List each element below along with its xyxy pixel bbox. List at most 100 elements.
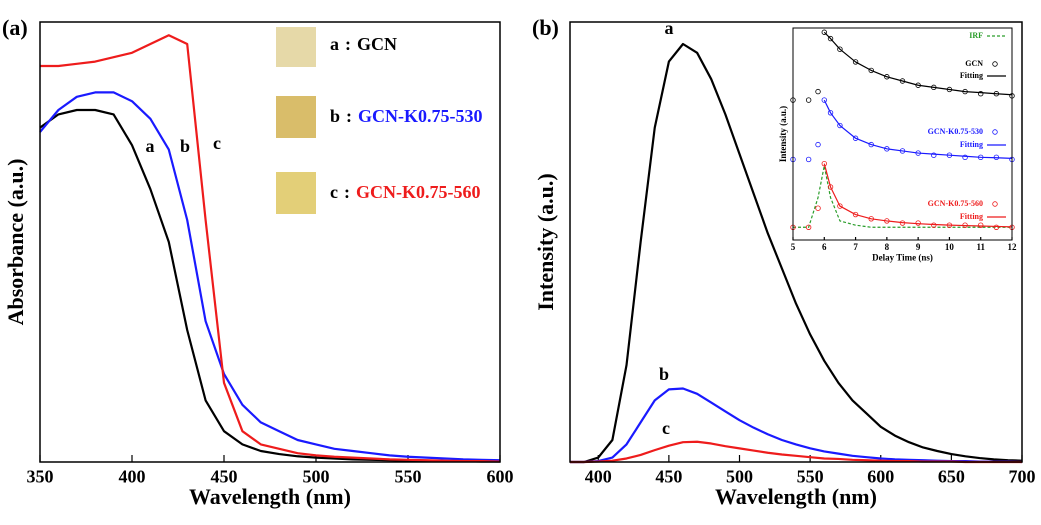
- legend-separator: :: [346, 106, 352, 126]
- data-point: [852, 135, 859, 141]
- data-point: [978, 91, 984, 97]
- curve-label: a: [665, 18, 674, 38]
- data-point: [815, 141, 821, 148]
- panel-label: (a): [2, 15, 28, 40]
- legend-label: GCN: [357, 34, 397, 54]
- inset-background: [793, 28, 1012, 240]
- data-point: [884, 74, 890, 80]
- data-line: [823, 163, 1013, 228]
- x-tick-label: 5: [791, 242, 796, 252]
- curve-label: c: [213, 133, 221, 153]
- legend-label: Fitting: [960, 140, 983, 149]
- data-line: [39, 91, 501, 462]
- panel: 400 450 500 550 600 650 700 Wavelength (nm) Inte…: [532, 15, 1036, 509]
- data-point: [821, 29, 827, 35]
- data-line: [570, 387, 1023, 464]
- x-axis-title: Delay Time (ns): [872, 253, 933, 263]
- legend-separator: :: [345, 34, 351, 54]
- data-point: [852, 59, 859, 65]
- data-point: [899, 78, 906, 84]
- data-point: [962, 154, 968, 161]
- legend-marker: [992, 61, 998, 67]
- curve-label: b: [180, 136, 190, 156]
- data-point: [815, 88, 821, 95]
- x-tick-label: 7: [853, 242, 858, 252]
- x-axis-title: Wavelength (nm): [189, 484, 351, 509]
- data-point: [837, 122, 843, 129]
- data-point: [868, 67, 874, 74]
- data-point: [805, 97, 812, 103]
- x-tick-label: 500: [303, 466, 330, 486]
- x-tick-label: 650: [938, 466, 965, 486]
- data-line: [40, 34, 501, 463]
- legend-letter: c: [330, 182, 338, 202]
- x-tick-label: 700: [1009, 466, 1036, 486]
- x-tick-label: 450: [211, 466, 238, 486]
- data-line: [823, 31, 1013, 96]
- x-tick-label: 9: [916, 242, 921, 252]
- data-point: [837, 46, 843, 52]
- x-tick-label: 600: [867, 466, 894, 486]
- legend-label: IRF: [969, 31, 983, 40]
- plot-frame: [792, 27, 1013, 241]
- data-point: [827, 110, 834, 116]
- legend-label: Fitting: [960, 71, 983, 80]
- legend-entry: b: GCN-K0.75-530: [330, 106, 483, 126]
- data-line: [570, 42, 1023, 464]
- data-point: [837, 203, 843, 209]
- x-tick-label: 6: [822, 242, 827, 252]
- legend-entry: c: GCN-K0.75-560: [330, 182, 481, 202]
- x-tick-label: 550: [395, 466, 422, 486]
- legend-marker: [992, 129, 998, 135]
- y-axis-title: Absorbance (a.u.): [3, 159, 28, 326]
- curve-label: a: [146, 136, 155, 156]
- x-tick-label: 10: [945, 242, 955, 252]
- data-point: [827, 35, 834, 42]
- x-tick-label: 600: [487, 466, 514, 486]
- data-line: [823, 99, 1013, 159]
- x-tick-label: 500: [726, 466, 753, 486]
- legend-letter: b: [330, 106, 340, 126]
- curve-label: b: [659, 364, 669, 384]
- panel: 350 400 450 500 550 600 Wavelength (nm) Absorba…: [2, 15, 514, 509]
- data-line: [793, 165, 1012, 228]
- legend-label: GCN: [965, 59, 983, 68]
- x-tick-label: 12: [1008, 242, 1018, 252]
- legend-label: GCN-K0.75-530: [928, 127, 983, 136]
- data-point: [805, 156, 812, 163]
- data-point: [978, 222, 984, 228]
- data-line: [39, 108, 500, 463]
- data-point: [868, 141, 874, 148]
- panel: 5 6 7 8 9 10 11 12 Delay Time (ns) Intensity (a.u…: [778, 27, 1018, 263]
- data-point: [993, 224, 1000, 230]
- data-point: [821, 97, 827, 103]
- data-point: [805, 224, 812, 230]
- photo-b: [276, 96, 316, 138]
- legend-label: GCN-K0.75-560: [356, 182, 481, 202]
- legend-marker: [992, 201, 998, 207]
- sample-photos: [276, 27, 316, 214]
- legend-label: Fitting: [960, 212, 983, 221]
- data-point: [852, 211, 859, 218]
- x-tick-label: 400: [119, 466, 146, 486]
- x-tick-label: 11: [976, 242, 985, 252]
- photo-c: [276, 172, 316, 214]
- panel-label: (b): [532, 15, 559, 40]
- data-point: [931, 152, 937, 158]
- curve-label: c: [662, 418, 670, 438]
- x-tick-label: 350: [27, 466, 54, 486]
- x-tick-label: 550: [797, 466, 824, 486]
- plot-frame: [39, 21, 501, 463]
- x-tick-label: 8: [885, 242, 890, 252]
- legend-separator: :: [344, 182, 350, 202]
- legend-letter: a: [330, 34, 339, 54]
- data-point: [815, 205, 821, 211]
- x-tick-label: 450: [655, 466, 682, 486]
- photo-a: [276, 27, 316, 67]
- x-axis-title: Wavelength (nm): [715, 484, 877, 509]
- plot-frame: [569, 21, 1023, 463]
- legend-label: GCN-K0.75-530: [358, 106, 483, 126]
- legend-label: GCN-K0.75-560: [928, 199, 983, 208]
- y-axis-title: Intensity (a.u.): [778, 106, 788, 162]
